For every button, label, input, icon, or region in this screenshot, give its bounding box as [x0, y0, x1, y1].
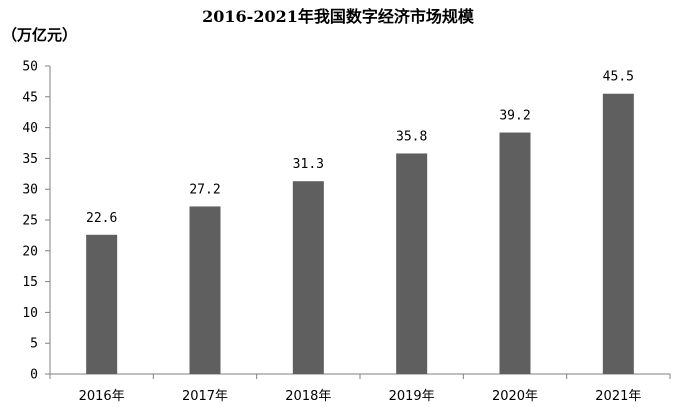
bar-2019年	[396, 153, 428, 374]
y-tick-label: 20	[22, 244, 38, 259]
x-tick-label: 2016年	[79, 389, 125, 404]
bar-2018年	[292, 181, 324, 374]
y-tick-label: 15	[22, 275, 38, 290]
x-tick-label: 2018年	[285, 389, 331, 404]
y-tick-label: 30	[22, 183, 38, 198]
bar-2017年	[189, 206, 221, 374]
y-tick-label: 50	[22, 60, 38, 75]
data-label: 39.2	[499, 109, 530, 124]
x-tick-label: 2020年	[492, 389, 538, 404]
data-label: 45.5	[603, 70, 634, 85]
y-tick-label: 40	[22, 121, 38, 136]
y-tick-label: 0	[30, 368, 38, 383]
x-tick-label: 2017年	[182, 389, 228, 404]
y-tick-label: 35	[22, 152, 38, 167]
y-axis-unit-label: （万亿元）	[2, 26, 77, 44]
x-axis: 2016年 2017年 2018年 2019年 2020年 2021年	[49, 373, 671, 404]
data-label: 22.6	[86, 211, 117, 226]
y-tick-label: 25	[22, 214, 38, 229]
bar-2016年	[86, 234, 118, 374]
chart-title: 2016-2021年我国数字经济市场规模	[202, 7, 475, 26]
data-label: 27.2	[189, 182, 220, 197]
data-labels: 22.6 27.2 31.3 35.8 39.2 45.5	[86, 70, 634, 226]
bar-2021年	[602, 93, 634, 374]
y-tick-label: 10	[22, 306, 38, 321]
y-tick-label: 5	[30, 337, 38, 352]
y-tick-label: 45	[22, 90, 38, 105]
bar-series	[86, 93, 634, 374]
y-axis: 0 5 10 15 20 25 30 35 40 45 50	[22, 60, 51, 383]
data-label: 31.3	[293, 157, 324, 172]
data-label: 35.8	[396, 129, 427, 144]
x-tick-label: 2021年	[595, 389, 641, 404]
x-tick-label: 2019年	[389, 389, 435, 404]
bar-2020年	[499, 132, 531, 374]
